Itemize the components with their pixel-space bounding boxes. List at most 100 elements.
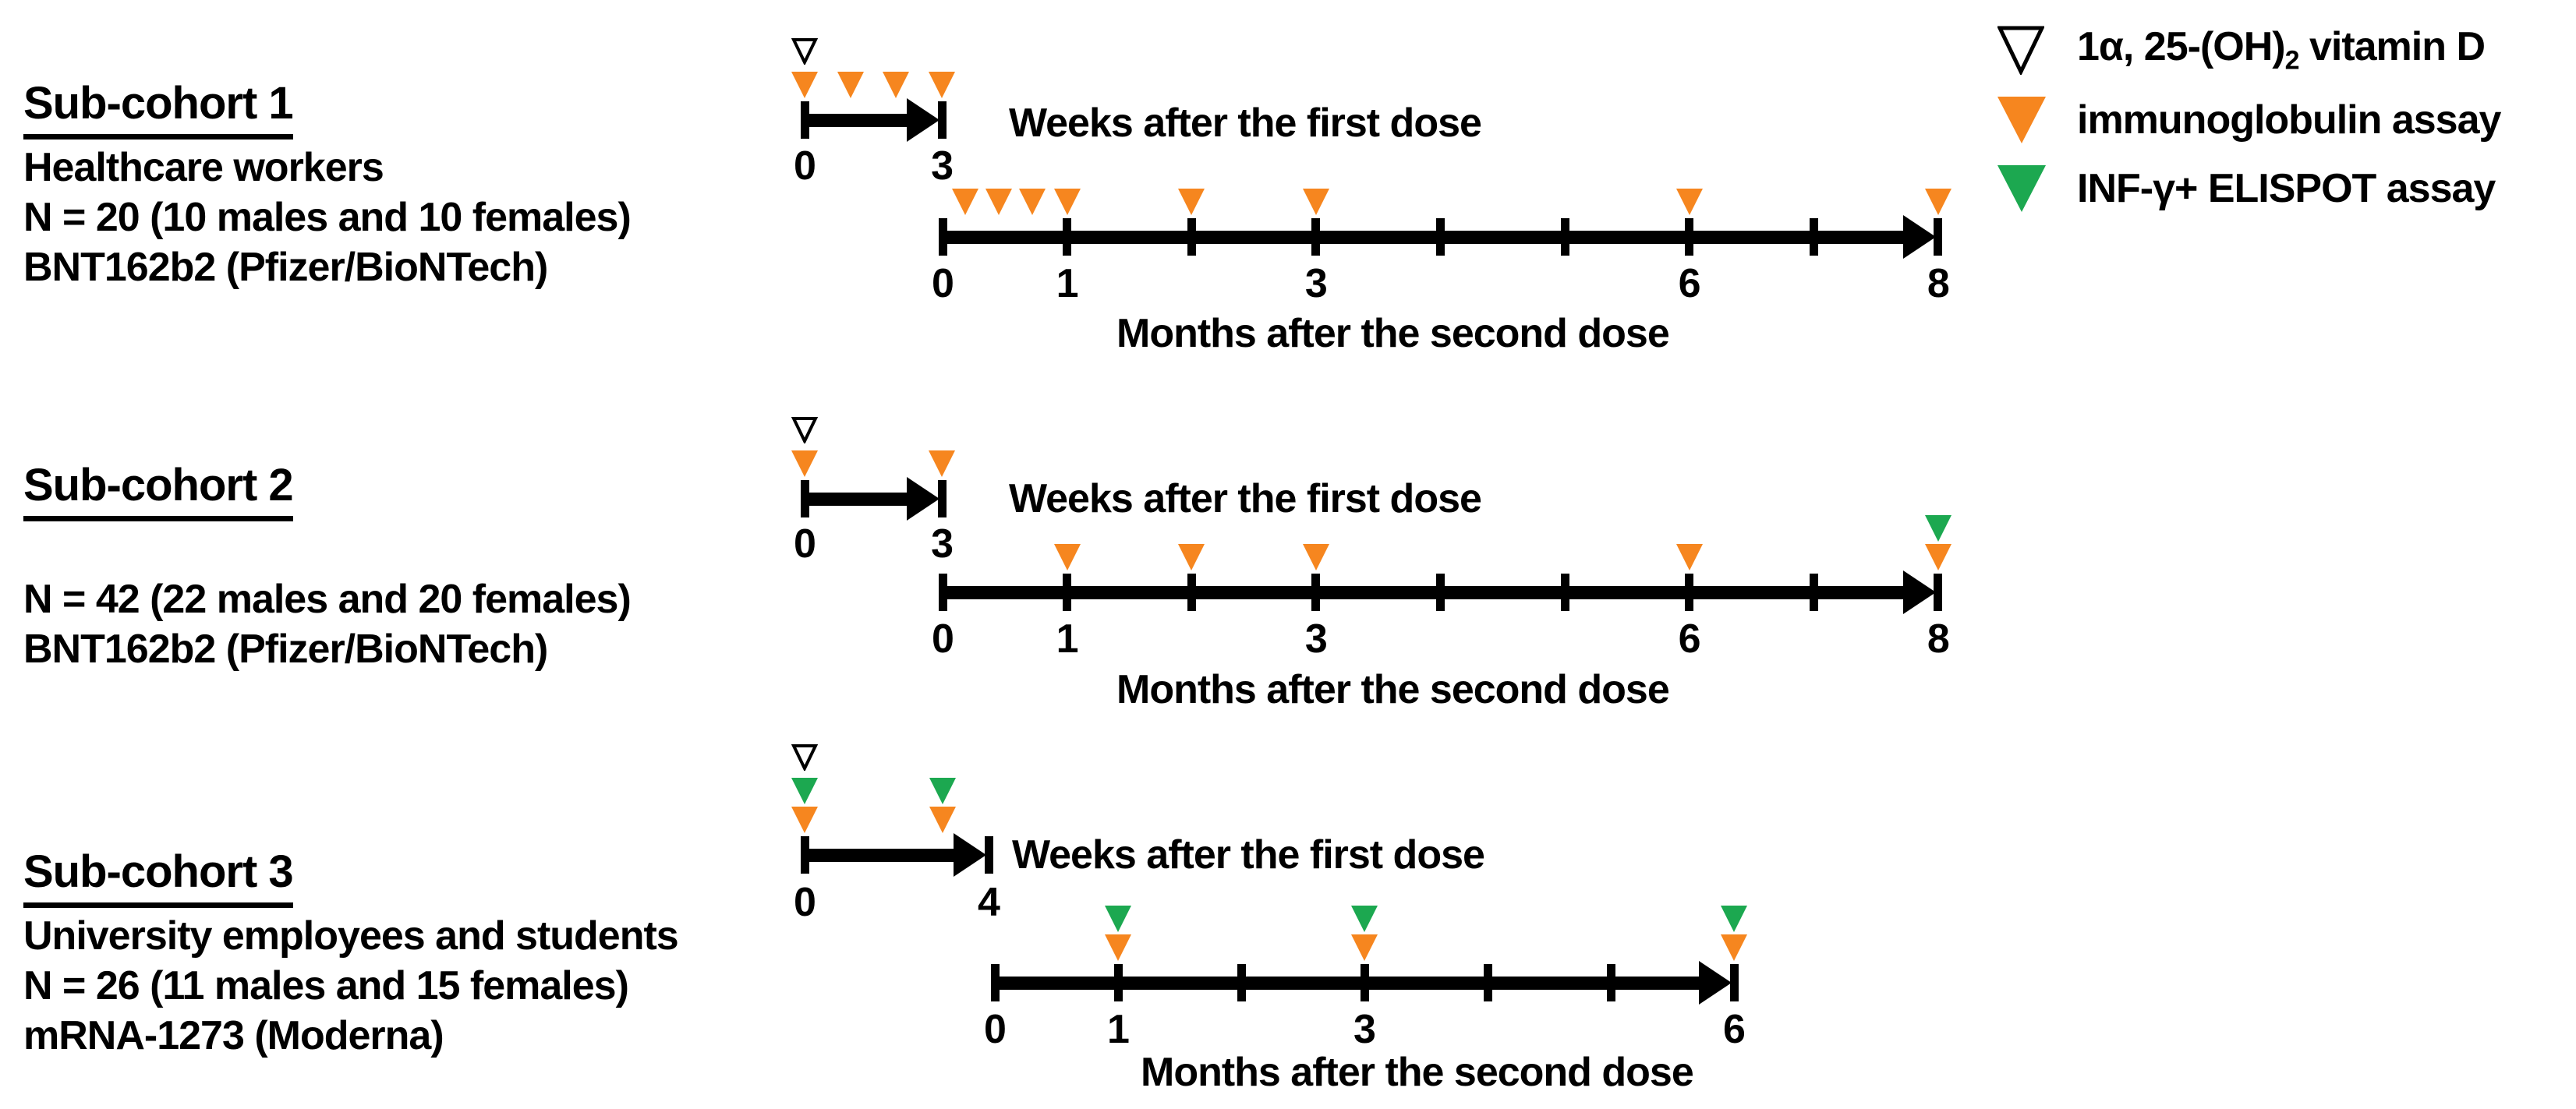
cohort-3-months-tick <box>1113 964 1123 1001</box>
legend-label-elispot: INF-γ+ ELISPOT assay <box>2077 166 2496 211</box>
marker-immunoglobulin-icon <box>1018 188 1046 216</box>
cohort-2-months-tick <box>1435 574 1445 611</box>
cohort-2-title: Sub-cohort 2 <box>23 463 294 521</box>
cohort-3-text-block: Sub-cohort 3 University employees and st… <box>23 849 679 1061</box>
legend-label-vitamin-d: 1α, 25-(OH)2 vitamin D <box>2077 23 2486 76</box>
cohort-3-weeks-timeline-bar <box>805 849 960 862</box>
cohort-3-months-tick-label: 6 <box>1723 1007 1746 1052</box>
cohort-3-title: Sub-cohort 3 <box>23 849 294 908</box>
cohort-1-months-tick-label: 3 <box>1304 261 1328 306</box>
cohort-1-vaccine: BNT162b2 (Pfizer/BioNTech) <box>23 245 548 290</box>
cohort-1-months-tick-label: 0 <box>932 261 954 306</box>
marker-vitamin-d-icon <box>791 415 819 445</box>
vitamin-d-triangle-icon <box>1997 25 2051 75</box>
cohort-1-months-tick <box>1187 218 1196 256</box>
cohort-3-months-tick <box>1483 964 1492 1001</box>
cohort-2-months-axis-caption: Months after the second dose <box>1116 667 1670 712</box>
marker-elispot-icon <box>1924 514 1951 542</box>
immunoglobulin-triangle-icon <box>1997 96 2051 144</box>
cohort-2-weeks-tick <box>937 480 947 517</box>
marker-immunoglobulin-icon <box>1053 543 1081 571</box>
cohort-1-months-tick <box>1685 218 1694 256</box>
marker-immunoglobulin-icon <box>837 71 864 99</box>
cohort-2-months-tick-label: 0 <box>932 616 954 662</box>
marker-immunoglobulin-icon <box>929 71 956 99</box>
legend-item-vitamin-d: 1α, 25-(OH)2 vitamin D <box>1997 19 2486 81</box>
marker-immunoglobulin-icon <box>929 806 956 834</box>
cohort-1-weeks-arrowhead-icon <box>907 98 940 142</box>
cohort-3-weeks-tick-label: 0 <box>794 880 816 925</box>
cohort-3-months-tick <box>990 964 1000 1001</box>
cohort-2-months-tick <box>1311 574 1321 611</box>
marker-elispot-icon <box>1105 905 1131 933</box>
cohort-3-vaccine: mRNA-1273 (Moderna) <box>23 1013 444 1058</box>
cohort-2-weeks-tick <box>800 480 809 517</box>
cohort-2-months-tick <box>1063 574 1072 611</box>
cohort-2-months-tick-label: 6 <box>1678 616 1701 662</box>
cohort-3-months-axis-caption: Months after the second dose <box>1141 1050 1694 1095</box>
marker-immunoglobulin-icon <box>1924 188 1951 216</box>
cohort-1-weeks-tick <box>800 101 809 139</box>
cohort-2-months-tick <box>1934 574 1943 611</box>
cohort-2-months-tick <box>1685 574 1694 611</box>
cohort-3-weeks-arrowhead-icon <box>954 833 986 877</box>
cohort-3-weeks-tick <box>800 836 809 874</box>
cohort-3-weeks-tick <box>984 836 993 874</box>
cohort-2-months-tick <box>1809 574 1818 611</box>
cohort-1-months-tick-label: 8 <box>1927 261 1950 306</box>
cohort-2-weeks-timeline-bar <box>805 493 914 506</box>
cohort-1-months-tick <box>1311 218 1321 256</box>
cohort-1-weeks-axis-caption: Weeks after the first dose <box>1009 101 1482 146</box>
marker-immunoglobulin-icon <box>791 450 818 478</box>
legend-item-immunoglobulin: immunoglobulin assay <box>1997 89 2501 151</box>
marker-immunoglobulin-icon <box>1302 543 1329 571</box>
cohort-1-text-block: Sub-cohort 1 Healthcare workers N = 20 (… <box>23 81 632 292</box>
cohort-2-weeks-arrowhead-icon <box>907 477 940 521</box>
cohort-3-months-arrowhead-icon <box>1699 961 1732 1005</box>
cohort-1-weeks-tick <box>937 101 947 139</box>
marker-immunoglobulin-icon <box>985 188 1012 216</box>
marker-elispot-icon <box>1721 905 1747 933</box>
cohort-1-months-tick <box>1809 218 1818 256</box>
marker-immunoglobulin-icon <box>883 71 910 99</box>
cohort-1-weeks-tick-label: 3 <box>931 143 954 189</box>
cohort-1-months-tick <box>1934 218 1943 256</box>
marker-immunoglobulin-icon <box>1105 934 1131 962</box>
marker-immunoglobulin-icon <box>1178 543 1205 571</box>
marker-immunoglobulin-icon <box>1924 543 1951 571</box>
cohort-3-months-tick <box>1729 964 1739 1001</box>
cohort-3-months-timeline-bar <box>995 977 1705 990</box>
cohort-2-vaccine: BNT162b2 (Pfizer/BioNTech) <box>23 627 548 672</box>
marker-immunoglobulin-icon <box>1053 188 1081 216</box>
cohort-1-months-tick <box>1435 218 1445 256</box>
cohort-1-months-tick <box>1063 218 1072 256</box>
marker-immunoglobulin-icon <box>791 71 818 99</box>
marker-immunoglobulin-icon <box>951 188 978 216</box>
marker-immunoglobulin-icon <box>1351 934 1378 962</box>
cohort-3-months-tick <box>1606 964 1615 1001</box>
marker-immunoglobulin-icon <box>1675 543 1703 571</box>
cohort-1-weeks-timeline-bar <box>805 114 914 127</box>
cohort-1-months-timeline-bar <box>943 231 1909 244</box>
cohort-1-title: Sub-cohort 1 <box>23 81 294 140</box>
cohort-1-months-tick <box>1560 218 1569 256</box>
cohort-1-months-axis-caption: Months after the second dose <box>1116 311 1670 356</box>
cohort-2-population <box>23 524 631 574</box>
marker-elispot-icon <box>791 777 818 805</box>
cohort-3-months-tick <box>1360 964 1369 1001</box>
cohort-1-months-tick-label: 6 <box>1678 261 1701 306</box>
legend-label-vitamin-d-suffix: vitamin D <box>2298 24 2486 70</box>
cohort-3-weeks-tick-label: 4 <box>978 880 1000 925</box>
cohort-3-population: University employees and students <box>23 913 679 959</box>
cohort-1-weeks-tick-label: 0 <box>794 143 816 189</box>
cohort-2-months-tick <box>1560 574 1569 611</box>
cohort-2-months-tick <box>1187 574 1196 611</box>
marker-elispot-icon <box>929 777 956 805</box>
cohort-1-sample-size: N = 20 (10 males and 10 females) <box>23 195 632 240</box>
legend-label-vitamin-d-prefix: 1α, 25-(OH) <box>2077 24 2286 70</box>
legend-label-vitamin-d-sub: 2 <box>2284 45 2300 76</box>
marker-vitamin-d-icon <box>791 37 819 66</box>
cohort-3-months-tick-label: 3 <box>1353 1007 1376 1052</box>
elispot-triangle-icon <box>1997 164 2051 213</box>
cohort-1-months-tick-label: 1 <box>1056 261 1079 306</box>
